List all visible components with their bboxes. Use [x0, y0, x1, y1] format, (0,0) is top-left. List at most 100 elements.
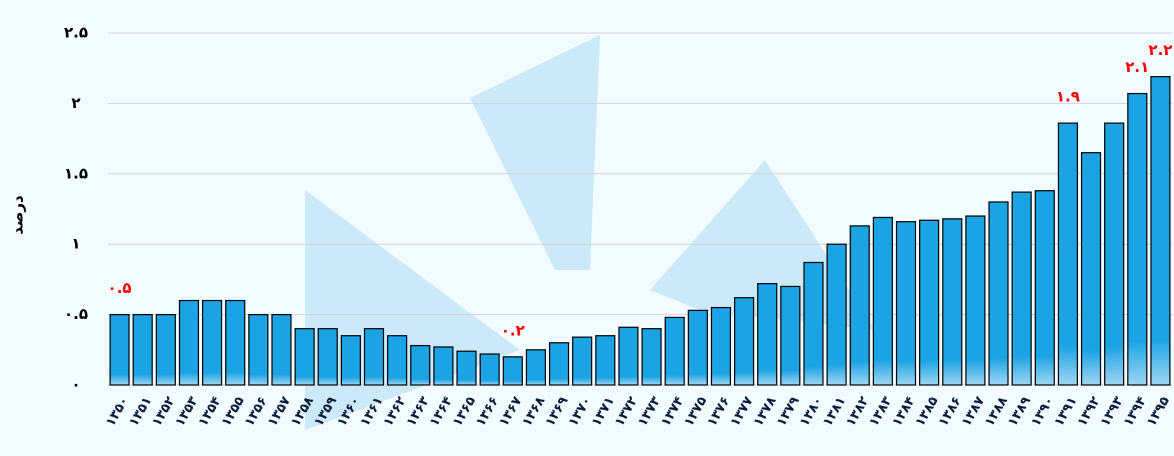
bar	[410, 344, 431, 386]
x-tick-label: ۱۳۷۱	[589, 394, 618, 429]
y-tick-label: ۲.۵	[64, 24, 88, 42]
bar	[202, 299, 223, 386]
bar	[826, 243, 847, 386]
bar	[988, 201, 1009, 386]
bar	[618, 326, 639, 386]
x-tick-label: ۱۳۸۲	[843, 394, 872, 429]
bar	[548, 342, 570, 386]
bar	[1034, 190, 1055, 386]
bar	[271, 314, 292, 386]
bar	[155, 314, 176, 386]
x-tick-label: ۱۳۹۵	[1144, 394, 1173, 429]
bar	[1080, 152, 1102, 386]
bar	[710, 306, 732, 386]
value-label: ۱.۹	[1056, 88, 1080, 106]
x-tick-label: ۱۳۷۰	[566, 394, 595, 429]
bar	[479, 353, 500, 386]
bar	[803, 261, 824, 386]
y-tick-label: ۱.۵	[64, 164, 88, 182]
x-tick-label: ۱۳۹۴	[1121, 394, 1150, 429]
bar	[109, 314, 130, 386]
x-tick-label: ۱۳۵۶	[242, 394, 271, 429]
x-tick-label: ۱۳۸۷	[959, 394, 988, 429]
x-tick-label: ۱۳۶۵	[450, 394, 479, 429]
bar	[942, 218, 963, 386]
x-tick-label: ۱۳۷۵	[681, 394, 710, 429]
x-tick-label: ۱۳۸۱	[820, 394, 849, 429]
bar	[178, 299, 200, 386]
x-tick-label: ۱۳۶۴	[427, 394, 456, 429]
bar	[248, 314, 269, 386]
y-axis-title: درصد	[9, 195, 27, 235]
bar	[1127, 92, 1148, 386]
x-tick-label: ۱۳۵۲	[149, 394, 178, 429]
bar	[1011, 191, 1032, 386]
bar	[572, 336, 593, 386]
x-tick-label: ۱۳۷۴	[658, 394, 687, 429]
bar	[757, 283, 778, 386]
x-tick-label: ۱۳۸۰	[797, 394, 826, 429]
x-tick-label: ۱۳۸۶	[936, 394, 965, 429]
bar	[780, 285, 801, 386]
y-tick-label: ۱	[71, 235, 80, 253]
bar	[132, 314, 153, 386]
x-tick-label: ۱۳۶۷	[496, 394, 525, 429]
bar	[849, 225, 870, 386]
x-tick-label: ۱۳۷۸	[751, 394, 780, 429]
x-tick-label: ۱۳۸۹	[1005, 394, 1034, 429]
x-tick-label: ۱۳۸۵	[913, 394, 942, 429]
bar	[340, 335, 361, 386]
value-label: ۲.۱	[1125, 58, 1149, 76]
bar	[433, 346, 454, 386]
x-tick-label: ۱۳۹۱	[1052, 394, 1081, 429]
x-tick-label: ۱۳۶۳	[404, 394, 433, 429]
bar	[225, 299, 246, 386]
x-tick-label: ۱۳۹۳	[1098, 394, 1127, 429]
x-tick-label: ۱۳۷۶	[705, 394, 734, 429]
x-tick-label: ۱۳۷۹	[774, 394, 803, 429]
x-tick-label: ۱۳۵۴	[196, 394, 225, 429]
value-label: ۲.۲	[1148, 41, 1172, 59]
bar	[734, 297, 755, 386]
x-tick-label: ۱۳۸۴	[890, 394, 919, 429]
value-label: ۰.۵	[108, 279, 132, 297]
y-tick-label: ۰	[71, 376, 80, 394]
x-tick-label: ۱۳۷۳	[635, 394, 664, 429]
x-tick-label: ۱۳۷۷	[728, 394, 757, 429]
bar	[1150, 76, 1171, 386]
x-tick-label: ۱۳۵۷	[265, 394, 294, 429]
bar	[664, 316, 685, 386]
bar	[1057, 122, 1078, 386]
x-tick-label: ۱۳۵۳	[173, 394, 202, 429]
bar	[294, 328, 315, 386]
x-tick-label: ۱۳۵۰	[103, 394, 132, 429]
bar	[502, 356, 523, 386]
x-tick-label: ۱۳۸۸	[982, 394, 1011, 429]
bar	[895, 221, 917, 386]
x-tick-label: ۱۳۵۵	[219, 394, 248, 429]
y-tick-label: ۲	[71, 94, 80, 112]
bar	[641, 328, 662, 386]
x-tick-label: ۱۳۶۸	[520, 394, 549, 429]
x-tick-label: ۱۳۹۲	[1075, 394, 1104, 429]
x-tick-label: ۱۳۶۹	[543, 394, 572, 429]
x-tick-label: ۱۳۸۳	[866, 394, 895, 429]
bar	[595, 335, 616, 386]
bar	[687, 309, 708, 386]
bar	[965, 215, 986, 386]
y-tick-label: ۰.۵	[64, 305, 88, 323]
x-tick-label: ۱۳۷۲	[612, 394, 641, 429]
bar	[317, 328, 338, 386]
bar	[387, 335, 408, 386]
bar	[919, 219, 940, 386]
bar	[525, 349, 546, 386]
bar	[363, 328, 385, 386]
x-tick-label: ۱۳۶۶	[473, 394, 502, 429]
x-tick-label: ۱۳۹۰	[1028, 394, 1057, 429]
bar	[1104, 122, 1125, 386]
bar	[456, 350, 477, 386]
x-tick-label: ۱۳۵۱	[126, 394, 155, 429]
bar	[872, 216, 893, 386]
